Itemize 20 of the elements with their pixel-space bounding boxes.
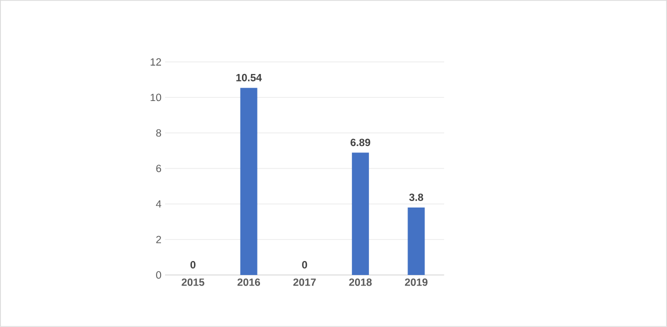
x-tick-label: 2015: [182, 278, 204, 286]
data-label: 10.54: [236, 74, 262, 82]
bar: [240, 88, 258, 276]
y-tick-label: 10: [150, 94, 162, 102]
y-tick-label: 6: [156, 164, 162, 172]
bar: [408, 208, 425, 276]
y-tick-label: 8: [156, 129, 162, 137]
y-tick-label: 2: [156, 236, 161, 244]
bar: [352, 152, 369, 276]
x-tick-label: 2017: [293, 278, 316, 286]
x-tick-label: 2018: [349, 278, 372, 286]
data-label: 3.8: [409, 194, 424, 202]
data-label: 6.89: [350, 138, 370, 146]
y-tick-label: 4: [156, 200, 162, 208]
data-label: 0: [302, 261, 308, 269]
y-tick-label: 0: [156, 271, 162, 279]
data-label: 0: [190, 261, 196, 269]
x-tick-label: 2019: [404, 278, 428, 286]
y-tick-label: 12: [150, 58, 161, 66]
x-tick-label: 2016: [238, 278, 260, 286]
